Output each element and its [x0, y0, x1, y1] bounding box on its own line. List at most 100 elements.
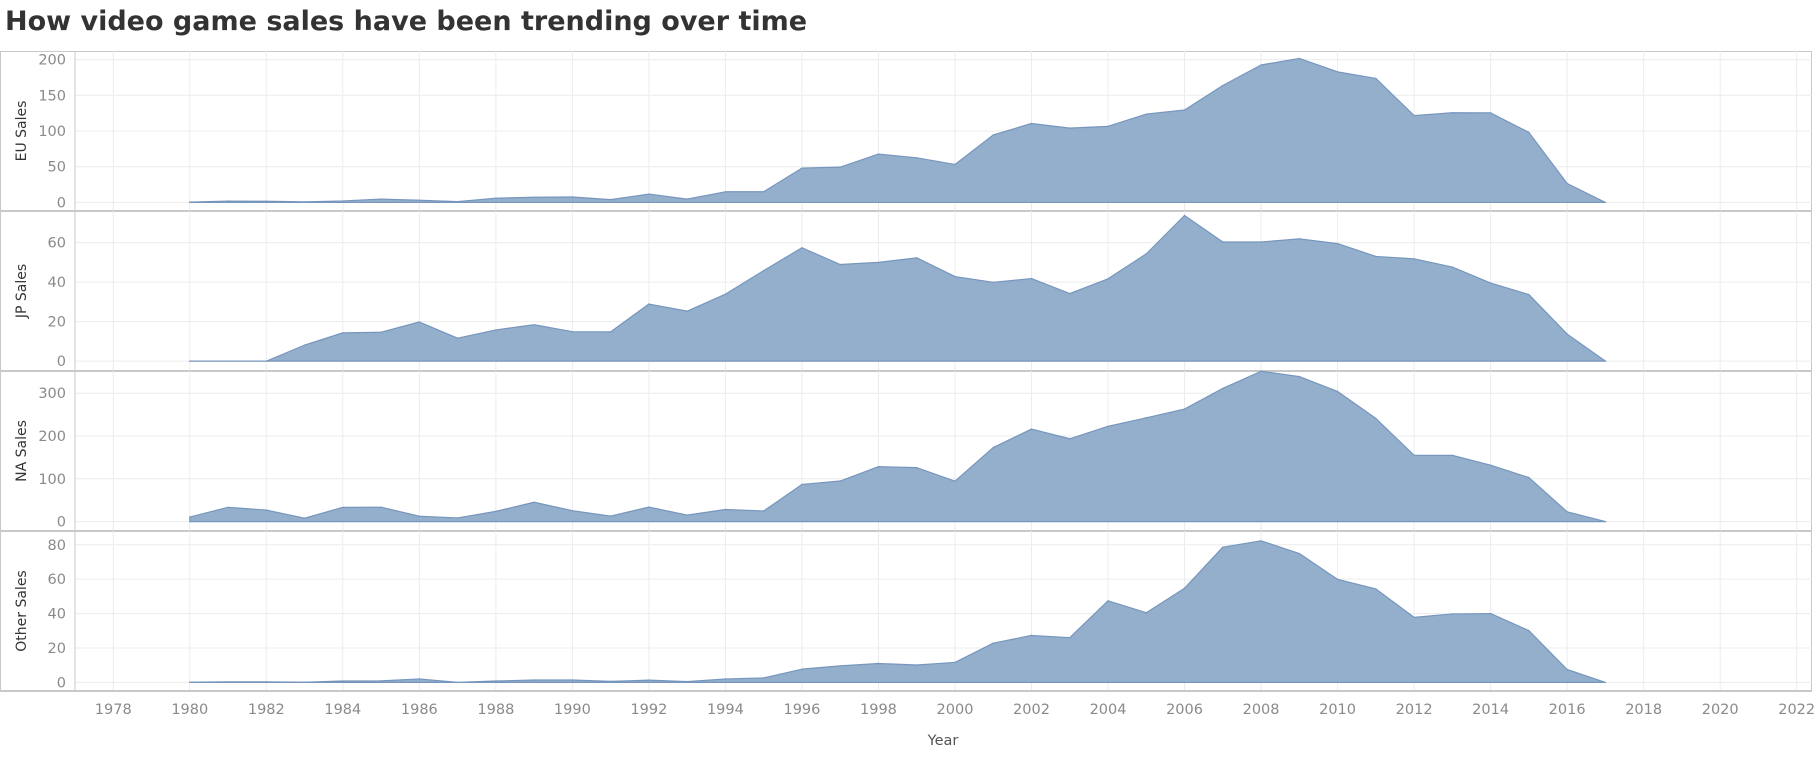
y-tick-label: 200 [38, 53, 66, 69]
data-point [1260, 241, 1262, 243]
data-point [839, 665, 841, 667]
data-point [1068, 127, 1071, 129]
data-point [1375, 255, 1377, 258]
y-tick-label: 20 [48, 315, 66, 331]
data-point [418, 199, 421, 202]
x-tick-label: 2000 [937, 702, 974, 718]
panel-jp-sales: 0 20 40 60 JP Sales [0, 211, 1812, 372]
y-tick-label: 100 [38, 124, 66, 140]
data-point [686, 514, 688, 516]
y-tick-label: 80 [48, 538, 66, 554]
data-point [801, 668, 803, 670]
data-point [992, 134, 995, 136]
data-point [1375, 588, 1377, 590]
x-tick-label: 2004 [1090, 702, 1127, 718]
x-tick-label: 1988 [477, 702, 514, 718]
panel-na-sales: 0 100 200 300 NA Sales [0, 370, 1812, 532]
data-point [1528, 293, 1530, 296]
data-point [533, 501, 535, 504]
data-point [1528, 629, 1530, 632]
x-tick-label: 2020 [1702, 702, 1739, 718]
data-point [456, 337, 459, 340]
data-point [227, 681, 229, 683]
y-tick-label: 50 [48, 160, 66, 176]
data-point [609, 515, 612, 517]
data-point [801, 483, 803, 486]
data-point [1260, 370, 1262, 373]
data-point [380, 331, 382, 334]
data-point [188, 516, 191, 518]
data-point [1336, 390, 1339, 393]
data-point [839, 166, 841, 168]
data-point [1145, 253, 1148, 255]
data-point [1298, 57, 1301, 60]
x-tick-label: 2008 [1243, 702, 1280, 718]
data-point [1298, 238, 1301, 240]
panel-eu-sales: 0 50 100 150 200 EU Sales [0, 51, 1812, 212]
data-point [1298, 375, 1301, 378]
x-tick-label: 1996 [783, 702, 820, 718]
data-point [1451, 613, 1454, 615]
data-point [801, 167, 803, 169]
data-point [686, 680, 688, 683]
data-point [533, 679, 535, 681]
data-point [686, 198, 688, 200]
data-point [1604, 360, 1607, 362]
data-point [418, 321, 421, 323]
data-point [1451, 266, 1454, 268]
y-tick-label: 40 [48, 607, 66, 623]
data-point [992, 642, 995, 644]
data-point [762, 269, 765, 272]
data-point [1451, 111, 1454, 114]
data-point [724, 293, 727, 295]
data-point [1413, 258, 1415, 260]
data-point [1183, 408, 1186, 410]
data-point [495, 680, 497, 682]
x-tick-label: 2016 [1549, 702, 1586, 718]
y-axis-title: Other Sales [14, 570, 30, 651]
data-point [1336, 242, 1339, 245]
data-point [303, 201, 306, 203]
data-point [839, 263, 841, 266]
data-point [1107, 425, 1109, 428]
data-point [686, 310, 688, 312]
data-point [342, 332, 344, 334]
data-point [1489, 282, 1492, 284]
data-point [1107, 600, 1109, 602]
data-point [1068, 636, 1071, 639]
data-point [456, 200, 459, 203]
data-point [1260, 540, 1262, 542]
data-point [456, 517, 459, 519]
data-point [342, 680, 344, 682]
data-point [954, 480, 956, 482]
data-point [495, 197, 497, 200]
area-eu-sales [189, 57, 1606, 204]
data-point [1375, 417, 1377, 420]
data-point [724, 508, 727, 511]
area-jp-sales [189, 214, 1606, 362]
x-tick-label: 2002 [1013, 702, 1050, 718]
y-axis-title: JP Sales [14, 264, 30, 319]
data-point [1528, 131, 1530, 134]
x-tick-label: 1980 [171, 702, 208, 718]
data-point [1566, 182, 1568, 185]
data-point [495, 510, 497, 513]
data-point [418, 678, 421, 680]
data-point [1413, 616, 1415, 619]
x-tick-label: 1990 [554, 702, 591, 718]
data-point [1068, 292, 1071, 295]
x-tick-label: 1992 [630, 702, 667, 718]
data-point [954, 163, 956, 166]
data-point [1566, 668, 1568, 671]
y-tick-label: 200 [38, 429, 66, 445]
data-point [1221, 546, 1224, 548]
x-axis-title: Year [927, 733, 959, 749]
data-point [648, 193, 650, 195]
data-point [1413, 114, 1415, 117]
x-axis: 1978 1980 1982 1984 1986 1988 1990 1992 1994 1996… [95, 702, 1814, 749]
data-point [648, 303, 650, 305]
x-tick-label: 2022 [1778, 702, 1814, 718]
data-point [571, 679, 574, 681]
data-point [1604, 681, 1607, 684]
